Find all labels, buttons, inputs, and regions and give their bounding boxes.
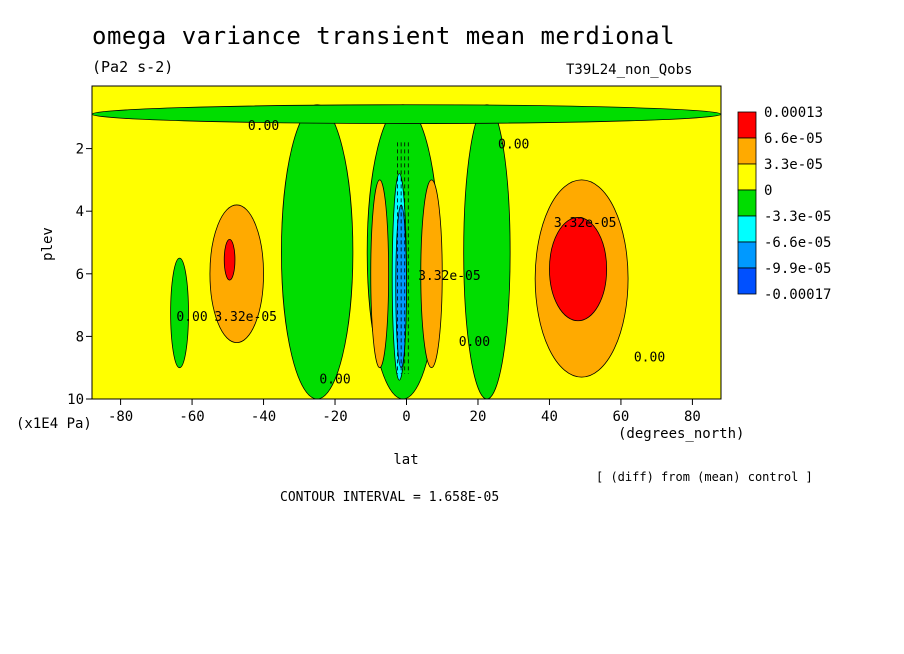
chart-units: (Pa2 s-2) — [92, 58, 174, 76]
region-0 — [281, 104, 354, 399]
x-tick-label-3: -20 — [322, 409, 347, 425]
contour-label-3: 3.32e-05 — [214, 310, 277, 325]
legend-label-0: 0.00013 — [764, 105, 823, 121]
region-12 — [420, 179, 443, 369]
legend-label-4: -3.3e-05 — [764, 209, 831, 225]
contour-label-1: 0.00 — [498, 138, 529, 153]
y-tick-label-1: 4 — [76, 204, 84, 220]
run-label: T39L24_non_Qobs — [566, 62, 693, 78]
y-tick-label-0: 2 — [76, 142, 84, 158]
x-tick-label-2: -40 — [251, 409, 276, 425]
contour-label-0: 0.00 — [248, 119, 279, 134]
y-tick-label-3: 8 — [76, 329, 84, 345]
x-axis-label: lat — [393, 452, 418, 468]
x-tick-label-1: -60 — [179, 409, 204, 425]
legend-swatch-5 — [737, 241, 757, 269]
legend-swatch-2 — [737, 163, 757, 191]
region-10 — [549, 217, 608, 322]
y-tick-label-4: 10 — [67, 392, 84, 408]
chart-title: omega variance transient mean merdional — [92, 22, 676, 50]
contour-label-8: 3.32e-05 — [418, 269, 481, 284]
x-tick-label-8: 80 — [684, 409, 701, 425]
legend-label-2: 3.3e-05 — [764, 157, 823, 173]
legend-swatch-3 — [737, 189, 757, 217]
x-tick-label-0: -80 — [108, 409, 133, 425]
y-axis-units: (x1E4 Pa) — [16, 416, 92, 432]
legend-swatch-0 — [737, 111, 757, 139]
contour-label-7: 0.00 — [634, 350, 665, 365]
x-axis-units: (degrees_north) — [618, 426, 744, 442]
contour-regions: 0.00 0.00 3.32e-05 3.32e-05 0.00 0.00 0.00 0.00… — [92, 104, 721, 399]
contour-label-4: 0.00 — [176, 310, 207, 325]
region-1 — [170, 257, 189, 369]
y-axis-label: plev — [40, 227, 56, 261]
legend-label-6: -9.9e-05 — [764, 261, 831, 277]
y-tick-label-2: 6 — [76, 267, 84, 283]
x-tick-label-5: 20 — [470, 409, 487, 425]
region-4 — [92, 104, 721, 124]
legend-swatch-4 — [737, 215, 757, 243]
legend-swatch-1 — [737, 137, 757, 165]
legend-label-7: -0.00017 — [764, 287, 831, 303]
contour-label-5: 0.00 — [319, 372, 350, 387]
region-11 — [370, 179, 390, 369]
region-7 — [209, 204, 264, 344]
contour-label-2: 3.32e-05 — [554, 216, 617, 231]
region-8 — [223, 238, 236, 281]
diff-note: [ (diff) from (mean) control ] — [596, 470, 813, 484]
legend-swatch-6 — [737, 267, 757, 295]
x-tick-label-7: 60 — [613, 409, 630, 425]
legend-label-3: 0 — [764, 183, 772, 199]
contour-label-6: 0.00 — [459, 335, 490, 350]
legend-label-1: 6.6e-05 — [764, 131, 823, 147]
x-tick-label-6: 40 — [541, 409, 558, 425]
contour-interval: CONTOUR INTERVAL = 1.658E-05 — [280, 490, 500, 505]
legend-label-5: -6.6e-05 — [764, 235, 831, 251]
x-tick-label-4: 0 — [402, 409, 410, 425]
